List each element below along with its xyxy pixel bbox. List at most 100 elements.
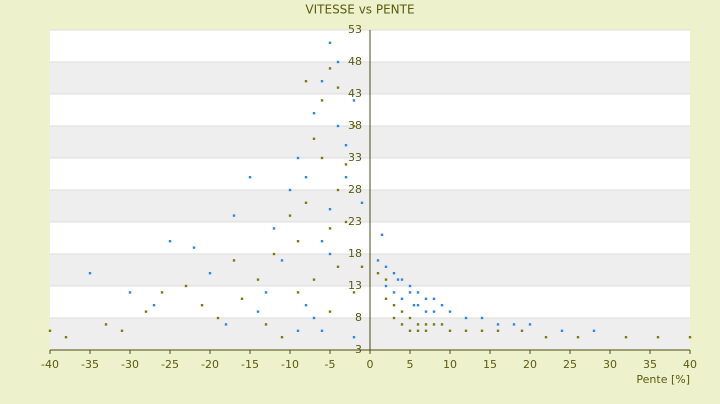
y-tick-label: 3 xyxy=(355,343,362,356)
point xyxy=(392,316,396,320)
point xyxy=(400,323,404,326)
point xyxy=(328,41,332,44)
x-tick-label: -35 xyxy=(81,358,99,371)
point xyxy=(592,329,596,332)
point xyxy=(248,176,252,179)
point xyxy=(400,310,404,313)
point xyxy=(104,323,108,326)
point xyxy=(280,259,284,262)
point xyxy=(688,336,692,339)
y-tick-label: 18 xyxy=(348,247,362,260)
series xyxy=(88,41,596,339)
point xyxy=(304,304,308,307)
point xyxy=(376,272,380,275)
point xyxy=(312,278,316,281)
point xyxy=(296,156,300,160)
x-tick-label: 15 xyxy=(483,358,497,371)
point xyxy=(232,259,236,262)
point xyxy=(624,336,628,339)
point xyxy=(400,278,404,281)
x-tick-label: 40 xyxy=(683,358,697,371)
series xyxy=(48,67,692,339)
point xyxy=(480,316,484,320)
x-tick-label: 5 xyxy=(407,358,414,371)
point xyxy=(496,329,500,332)
point xyxy=(360,265,364,268)
x-tick-label: 0 xyxy=(367,358,374,371)
point xyxy=(256,278,260,281)
point xyxy=(440,323,444,326)
y-tick-label: 43 xyxy=(348,87,362,100)
point xyxy=(448,329,452,332)
point xyxy=(440,304,444,307)
point xyxy=(336,60,340,64)
point xyxy=(296,329,300,332)
point xyxy=(408,284,412,288)
point xyxy=(424,297,428,300)
point xyxy=(320,99,324,102)
point xyxy=(380,233,384,236)
point xyxy=(384,265,388,268)
point xyxy=(424,329,428,332)
point xyxy=(392,272,396,275)
point xyxy=(392,304,396,307)
point xyxy=(320,80,324,83)
point xyxy=(296,240,300,243)
point xyxy=(496,323,500,326)
x-tick-label: -25 xyxy=(161,358,179,371)
point xyxy=(328,252,332,256)
point xyxy=(272,227,276,230)
point xyxy=(200,304,204,307)
point xyxy=(144,310,148,313)
point xyxy=(408,316,412,320)
point xyxy=(328,67,332,70)
point xyxy=(88,272,92,275)
point xyxy=(448,310,452,313)
point xyxy=(312,137,316,140)
point xyxy=(312,112,316,115)
point xyxy=(336,86,340,89)
point xyxy=(512,323,516,326)
point xyxy=(128,291,132,294)
point xyxy=(208,272,212,275)
point xyxy=(216,316,220,320)
point xyxy=(120,329,124,332)
point xyxy=(344,163,348,166)
point xyxy=(416,329,420,332)
point xyxy=(424,323,428,326)
point xyxy=(160,291,164,294)
point xyxy=(384,284,388,288)
point xyxy=(320,240,324,243)
point xyxy=(412,304,416,307)
point xyxy=(408,329,412,332)
point xyxy=(400,297,404,300)
x-tick-label: 20 xyxy=(523,358,537,371)
point xyxy=(152,304,156,307)
y-tick-label: 8 xyxy=(355,311,362,324)
point xyxy=(224,323,228,326)
point xyxy=(184,284,188,288)
y-tick-label: 53 xyxy=(348,23,362,36)
point xyxy=(576,336,580,339)
point xyxy=(352,291,356,294)
point xyxy=(336,265,340,268)
point xyxy=(352,99,356,102)
point xyxy=(392,291,396,294)
x-tick-label: 30 xyxy=(603,358,617,371)
point xyxy=(408,291,412,294)
point xyxy=(344,176,348,179)
point xyxy=(344,144,348,147)
point xyxy=(656,336,660,339)
point xyxy=(264,323,268,326)
point xyxy=(192,246,196,249)
point xyxy=(328,310,332,313)
x-axis-label: Pente [%] xyxy=(636,373,690,386)
point xyxy=(464,316,468,320)
x-tick-label: -30 xyxy=(121,358,139,371)
point xyxy=(432,323,436,326)
point xyxy=(304,176,308,179)
point xyxy=(296,291,300,294)
x-tick-label: 25 xyxy=(563,358,577,371)
point xyxy=(48,329,52,332)
